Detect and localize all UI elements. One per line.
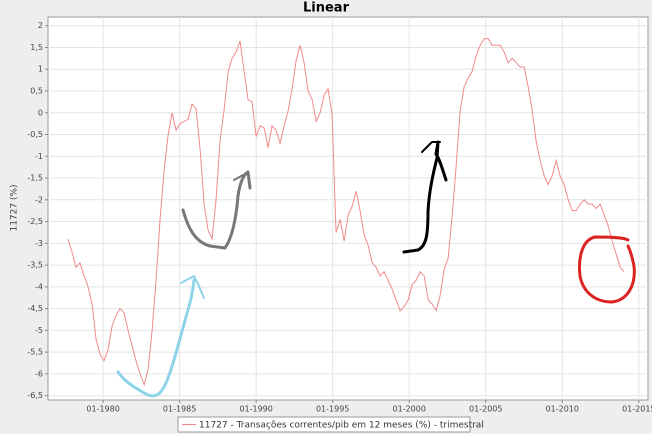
- y-tick-label: -0,5: [27, 130, 43, 139]
- x-tick-label: 01-1985: [163, 405, 196, 414]
- y-tick-label: -6: [35, 369, 43, 378]
- y-tick-label: -5,5: [27, 348, 43, 357]
- annotation-circle: [578, 235, 636, 304]
- y-tick-label: -3,5: [27, 261, 43, 270]
- x-tick-label: 01-1980: [86, 405, 119, 414]
- y-tick-label: -2: [35, 195, 43, 204]
- y-tick-label: 1,5: [30, 43, 43, 52]
- y-tick-label: 0: [38, 108, 43, 117]
- chart-title: Linear: [303, 1, 350, 16]
- x-tick-label: 01-2010: [546, 405, 579, 414]
- x-tick-label: 01-2000: [393, 405, 426, 414]
- annotation-scribble: [116, 278, 196, 398]
- annotation-scribble: [180, 275, 205, 299]
- x-tick-label: 01-1995: [316, 405, 349, 414]
- x-tick-label: 01-1990: [239, 405, 272, 414]
- y-tick-label: -6,5: [27, 391, 43, 400]
- y-tick-label: -2,5: [27, 217, 43, 226]
- annotation-scribble: [402, 140, 448, 254]
- legend-label: 11727 - Transações correntes/pib em 12 m…: [199, 421, 484, 431]
- annotation-scribble: [181, 170, 252, 250]
- x-tick-label: 01-2015: [622, 405, 652, 414]
- y-tick-label: -1,5: [27, 174, 43, 183]
- plot-area: [47, 16, 649, 401]
- y-tick-label: -3: [35, 239, 43, 248]
- y-tick-label: -4: [35, 282, 43, 291]
- y-tick-label: -5: [35, 326, 43, 335]
- annotation-scribble: [421, 141, 441, 153]
- annotation-scribble: [233, 174, 244, 181]
- data-line: [67, 38, 625, 387]
- y-axis-label: 11727 (%): [10, 184, 20, 231]
- y-tick-label: 0,5: [30, 86, 43, 95]
- y-tick-label: 2: [38, 21, 43, 30]
- y-tick-label: -4,5: [27, 304, 43, 313]
- y-tick-label: 1: [38, 65, 43, 74]
- y-tick-label: -1: [35, 152, 43, 161]
- x-tick-label: 01-2005: [469, 405, 502, 414]
- legend: [177, 416, 471, 433]
